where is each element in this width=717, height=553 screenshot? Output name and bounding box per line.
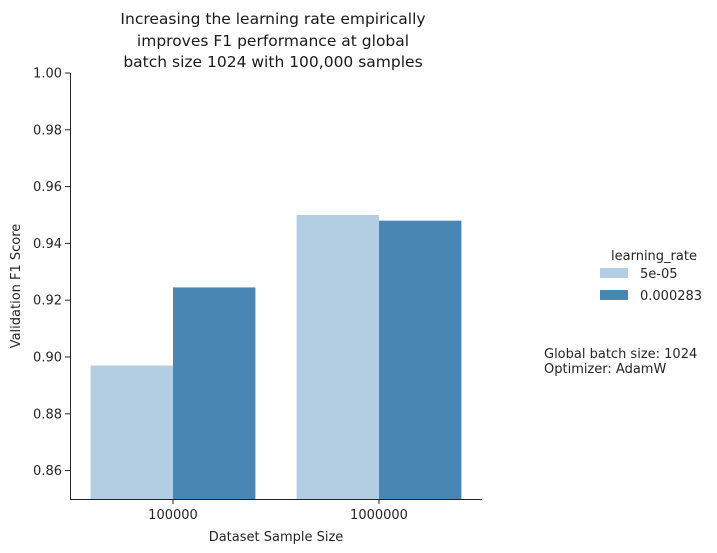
legend-swatch-5e-05 bbox=[600, 268, 628, 278]
chart-title-line-3: batch size 1024 with 100,000 samples bbox=[123, 53, 422, 71]
legend: learning_rate 5e-05 0.000283 bbox=[600, 249, 702, 304]
x-tick-label-100000: 100000 bbox=[148, 508, 198, 523]
y-tick-label-1-00: 1.00 bbox=[33, 67, 62, 82]
y-tick-label-0-98: 0.98 bbox=[33, 123, 62, 138]
y-tick-label-0-96: 0.96 bbox=[33, 180, 62, 195]
bar-0-000283-1000000 bbox=[379, 220, 462, 499]
bar-series-group bbox=[90, 215, 462, 499]
chart-title-line-2: improves F1 performance at global bbox=[137, 32, 409, 50]
legend-label-5e-05: 5e-05 bbox=[640, 267, 678, 282]
y-axis-ticks: 0.86 0.88 0.90 0.92 0.94 0.96 0.98 1.00 bbox=[33, 67, 70, 479]
annotation-note: Global batch size: 1024 Optimizer: AdamW bbox=[544, 347, 697, 377]
annotation-line-batch-size: Global batch size: 1024 bbox=[544, 347, 697, 362]
bar-0-000283-100000 bbox=[173, 287, 256, 499]
y-axis-label: Validation F1 Score bbox=[9, 224, 24, 349]
bar-5e-05-100000 bbox=[90, 365, 173, 499]
x-axis-label: Dataset Sample Size bbox=[209, 530, 344, 545]
y-tick-label-0-86: 0.86 bbox=[33, 464, 62, 479]
y-tick-label-0-88: 0.88 bbox=[33, 407, 62, 422]
annotation-line-optimizer: Optimizer: AdamW bbox=[544, 362, 666, 377]
chart-title: Increasing the learning rate empirically… bbox=[120, 10, 425, 71]
bar-5e-05-1000000 bbox=[296, 215, 379, 499]
y-tick-label-0-92: 0.92 bbox=[33, 294, 62, 309]
x-axis-ticks: 100000 1000000 bbox=[148, 499, 408, 523]
y-tick-label-0-94: 0.94 bbox=[33, 237, 62, 252]
legend-swatch-0-000283 bbox=[600, 290, 628, 300]
legend-title: learning_rate bbox=[611, 249, 697, 264]
chart-title-line-1: Increasing the learning rate empirically bbox=[120, 10, 425, 28]
y-tick-label-0-90: 0.90 bbox=[33, 351, 62, 366]
legend-label-0-000283: 0.000283 bbox=[640, 289, 702, 304]
x-tick-label-1000000: 1000000 bbox=[350, 508, 408, 523]
